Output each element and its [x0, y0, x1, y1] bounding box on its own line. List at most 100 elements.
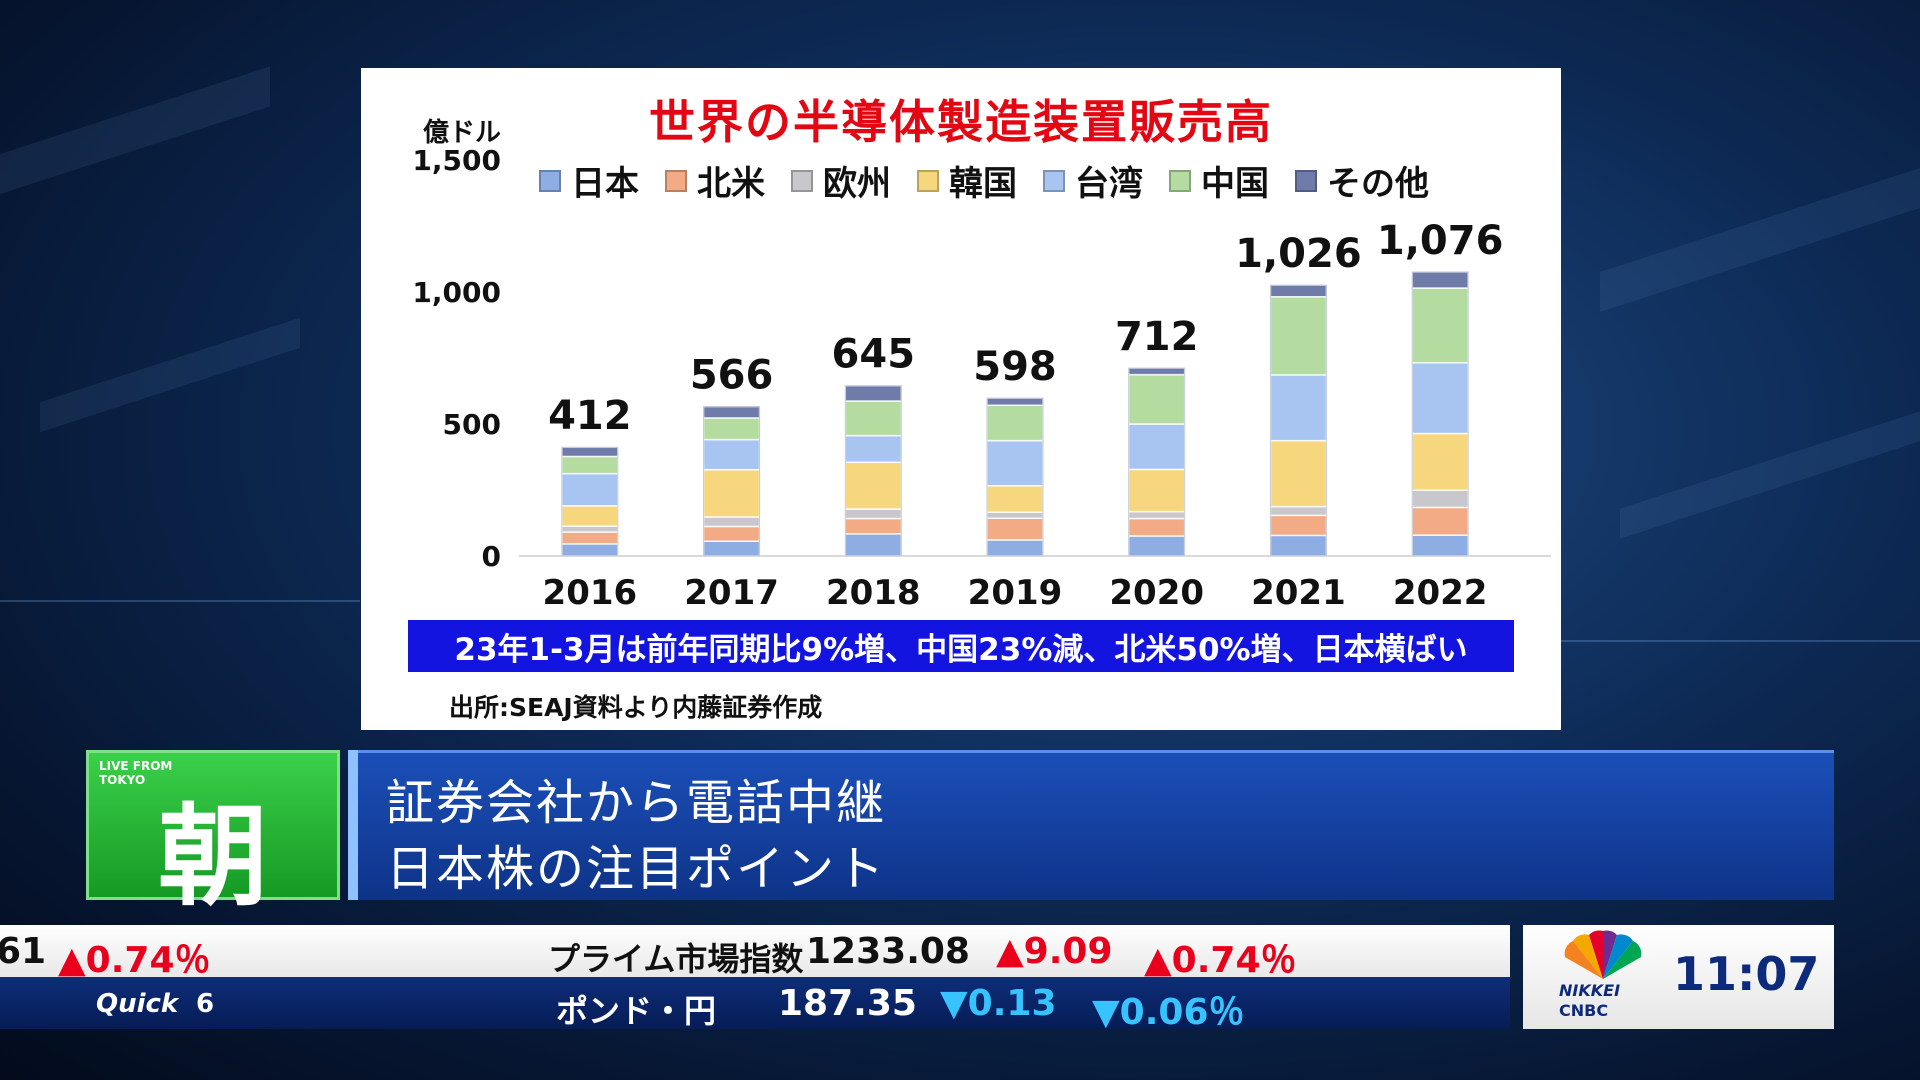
chart-source: 出所:SEAJ資料より内藤証券作成 [449, 693, 823, 722]
bar-segment [1411, 271, 1469, 289]
y-tick-label: 1,000 [412, 276, 501, 309]
bar-segment [844, 461, 903, 510]
bar-segment [986, 397, 1044, 407]
bar-segment [986, 511, 1044, 519]
bar-segment [1411, 534, 1469, 557]
bar-segment [1269, 505, 1328, 517]
ticker-prev-fragment: 61 [0, 931, 47, 972]
bar-segment [1127, 367, 1186, 376]
bar-segment [561, 543, 619, 557]
x-tick-label: 2016 [543, 573, 638, 613]
headline-accent [348, 750, 358, 900]
bar-segment [702, 525, 761, 542]
background-line [0, 600, 360, 602]
bar-segment [1411, 489, 1469, 509]
y-tick-label: 500 [443, 408, 501, 441]
chart-title: 世界の半導体製造装置販売高 [649, 95, 1273, 149]
bar-segment [844, 384, 903, 402]
x-tick-label: 2019 [968, 573, 1063, 613]
bar-segment [702, 516, 761, 528]
bar-outline [986, 397, 1044, 557]
ticker-index-change: ▲9.09 [996, 931, 1113, 972]
ticker-top-row: 61 ▲0.74％ プライム市場指数 1233.08 ▲9.09 ▲0.74％ [0, 925, 1510, 981]
bar-segment [561, 472, 619, 507]
legend-label: その他 [1327, 164, 1429, 204]
bar-segment [561, 525, 619, 533]
ticker-fx-change-pct: ▼0.06％ [1092, 992, 1245, 1033]
background-line [1560, 640, 1920, 642]
bar-total-label: 412 [548, 393, 632, 439]
peacock-icon [1564, 930, 1642, 979]
bar-segment [986, 404, 1044, 442]
bar-segment [1269, 534, 1328, 557]
bar-segment [1127, 535, 1186, 557]
x-tick-label: 2021 [1251, 573, 1346, 613]
bar-outline [1128, 367, 1186, 557]
bar-segment [986, 439, 1044, 487]
bar-segment [1269, 514, 1328, 537]
ticker-index-change-pct: ▲0.74％ [1144, 940, 1297, 981]
chart-legend: 日本 北米 欧州 韓国 台湾 中国 その他 [539, 156, 1429, 205]
bar-segment [844, 517, 903, 535]
legend-label: 台湾 [1075, 164, 1143, 204]
legend-item: 台湾 [1043, 156, 1143, 205]
quick-brand-mark: 6 [196, 989, 215, 1019]
legend-item: 欧州 [791, 156, 891, 205]
x-tick-label: 2018 [826, 573, 921, 613]
bar-segment [1411, 506, 1469, 536]
bar-segment [1127, 468, 1186, 513]
bar-total-label: 566 [690, 353, 774, 399]
ticker-fx-name: ポンド・円 [556, 992, 717, 1030]
bar-segment [1269, 296, 1328, 376]
y-tick-label: 0 [482, 540, 501, 573]
x-tick-label: 2022 [1393, 573, 1488, 613]
legend-label: 中国 [1201, 164, 1269, 204]
ticker-fx-change: ▼0.13 [940, 983, 1057, 1024]
bar-segment [561, 455, 619, 475]
headline-box: 証券会社から電話中継 日本株の注目ポイント [348, 750, 1834, 900]
bar-segment [1269, 284, 1328, 298]
channel-logo-box: NIKKEI CNBC 11:07 [1523, 925, 1834, 1029]
bar-outline [561, 446, 619, 557]
y-axis-unit: 億ドル [423, 118, 502, 148]
legend-item: 韓国 [917, 156, 1017, 205]
logo-cnbc-text: CNBC [1559, 1001, 1609, 1020]
bar-total-label: 645 [832, 332, 916, 378]
badge-live-text: LIVE FROM TOKYO [99, 759, 173, 787]
ticker-prev-change-pct: ▲0.74％ [58, 940, 211, 981]
background-stripe [0, 66, 270, 214]
bar-segment [702, 417, 761, 441]
chart-panel: 世界の半導体製造装置販売高 億ドル 日本 北米 欧州 韓国 台湾 中国 その他 0 500 1,… [361, 68, 1561, 730]
bar-segment [702, 438, 761, 471]
legend-label: 欧州 [823, 164, 891, 204]
legend-label: 日本 [571, 164, 639, 204]
headline-line-2: 日本株の注目ポイント [386, 841, 887, 897]
logo-nikkei-text: NIKKEI [1559, 981, 1621, 1000]
quick-brand: Quick [96, 989, 179, 1019]
legend-swatch [1295, 169, 1317, 192]
stacked-bar-chart: 0 500 1,000 1,500 412 2016 566 2017 645 2018 598 20… [412, 144, 1551, 613]
bar-outline [844, 385, 902, 557]
bar-segment [1411, 362, 1469, 435]
bar-segment [844, 434, 903, 464]
background-stripe [1600, 168, 1920, 312]
bar-segment [1269, 374, 1328, 442]
bar-segment [986, 517, 1044, 541]
program-badge: LIVE FROM TOKYO 朝 [86, 750, 340, 921]
bar-segment [702, 405, 761, 419]
bar-segment [844, 533, 903, 557]
bar-segment [1411, 432, 1469, 492]
legend-swatch [539, 169, 561, 192]
bar-total-label: 1,076 [1377, 218, 1504, 264]
legend-label: 韓国 [949, 164, 1017, 204]
bar-segment [561, 531, 619, 545]
legend-swatch [1043, 169, 1065, 192]
bar-segment [702, 540, 761, 557]
ticker-index-value: 1233.08 [806, 931, 970, 972]
bar-total-label: 712 [1115, 314, 1199, 360]
background-stripe [1620, 411, 1920, 539]
legend-item: その他 [1295, 156, 1429, 205]
bar-segment [986, 539, 1044, 557]
clock-time: 11:07 [1673, 947, 1820, 1001]
bar-segment [1269, 439, 1328, 508]
